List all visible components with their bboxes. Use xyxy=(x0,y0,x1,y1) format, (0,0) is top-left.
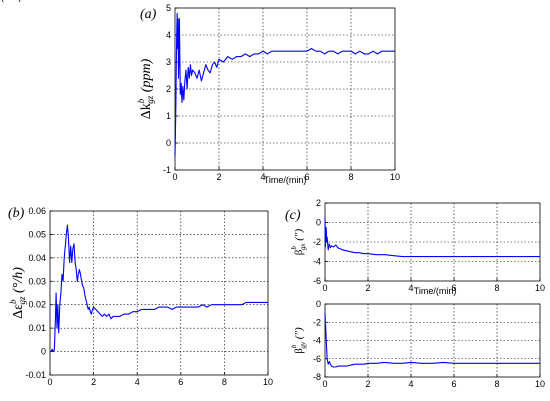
y-tick-label: 4 xyxy=(166,30,171,40)
x-tick-label: 2 xyxy=(91,377,96,387)
y-tick-label: 0.02 xyxy=(28,300,46,310)
y-tick-label: -8 xyxy=(313,372,321,382)
y-tick-label: 2 xyxy=(316,198,321,208)
x-tick-label: 6 xyxy=(451,379,456,389)
y-axis-label-unit: (") xyxy=(293,327,305,342)
y-axis-label: Δkbgz (ppm) xyxy=(136,58,155,119)
y-tick-label: -2 xyxy=(313,237,321,247)
x-axis-label: Time/(min) xyxy=(414,286,457,296)
y-tick-label: 0 xyxy=(166,138,171,148)
y-axis-label-main: β xyxy=(293,249,305,255)
y-axis-label-sup: b xyxy=(290,246,298,250)
y-tick-label: 1 xyxy=(166,111,171,121)
x-tick-label: 6 xyxy=(178,377,183,387)
x-tick-label: 8 xyxy=(222,377,227,387)
x-tick-label: 4 xyxy=(260,172,265,182)
y-axis-label-sub: gy xyxy=(299,341,307,349)
x-tick-label: 4 xyxy=(135,377,140,387)
y-axis-label-main: β xyxy=(293,348,305,354)
y-axis-label-sub: gz xyxy=(17,296,27,305)
chart-b: 0 2 4 6 8 10-0.0100.010.020.030.040.050.06(b)… xyxy=(8,206,273,387)
y-tick-label: -4 xyxy=(313,257,321,267)
y-axis-label-sup: b xyxy=(8,299,18,304)
y-tick-label: 0.05 xyxy=(28,229,46,239)
y-axis-label-unit: (") xyxy=(293,228,305,243)
x-tick-label: 2 xyxy=(365,379,370,389)
y-axis-label: βbgx (") xyxy=(290,228,307,255)
x-tick-label: 2 xyxy=(216,172,221,182)
x-tick-label: 8 xyxy=(348,172,353,182)
x-tick-label: 6 xyxy=(304,172,309,182)
panel-label: (a) xyxy=(140,7,157,22)
y-tick-label: 2 xyxy=(166,84,171,94)
x-tick-label: 0 xyxy=(172,172,177,182)
y-tick-label: 0.03 xyxy=(28,276,46,286)
x-tick-label: 6 xyxy=(451,283,456,293)
x-axis-label: Time/(min) xyxy=(264,175,307,185)
x-tick-label: 10 xyxy=(390,172,400,182)
x-tick-label: 10 xyxy=(263,377,273,387)
x-tick-label: 0 xyxy=(322,283,327,293)
x-tick-label: 8 xyxy=(494,379,499,389)
y-axis-label-sub: gx xyxy=(299,243,307,251)
y-axis-label: βbgy (") xyxy=(290,327,307,354)
y-tick-label: 0.04 xyxy=(28,253,46,263)
y-tick-label: 5 xyxy=(166,3,171,13)
y-axis-label-unit: (ppm) xyxy=(139,58,154,95)
y-tick-label: -6 xyxy=(313,276,321,286)
y-axis-label-sup: b xyxy=(290,344,298,348)
series-line xyxy=(174,12,395,157)
x-tick-label: 8 xyxy=(494,283,499,293)
x-tick-label: 4 xyxy=(408,379,413,389)
chart-c-top: 0 2 4 6 8 10 -6 -4 -2 0 2 Time/(min) (c) βbgx (") xyxy=(285,198,545,296)
y-axis-label-sub: gz xyxy=(145,95,155,104)
x-tick-label: 0 xyxy=(47,377,52,387)
y-tick-label: 0.06 xyxy=(28,206,46,216)
y-tick-label: 3 xyxy=(166,57,171,67)
series-line xyxy=(50,224,268,353)
y-axis-label-main: Δk xyxy=(139,103,154,119)
y-axis-label-unit: (°/h) xyxy=(11,267,26,297)
series-line xyxy=(324,313,540,368)
y-tick-label: -6 xyxy=(313,354,321,364)
panel-label: (b) xyxy=(8,206,25,221)
y-tick-label: -1 xyxy=(163,165,171,175)
y-axis-label: Δεbgz (°/h) xyxy=(8,267,27,319)
x-tick-label: 10 xyxy=(535,379,545,389)
x-axis-label: Time/(min) xyxy=(0,0,21,2)
x-tick-label: 0 xyxy=(322,379,327,389)
panel-label: (c) xyxy=(285,208,301,223)
y-axis-label-main: Δε xyxy=(11,304,26,319)
x-tick-label: 2 xyxy=(365,283,370,293)
y-tick-label: -0.01 xyxy=(25,370,46,380)
y-tick-label: 0 xyxy=(316,218,321,228)
y-tick-label: 0 xyxy=(316,299,321,309)
x-tick-label: 4 xyxy=(408,283,413,293)
x-tick-label: 10 xyxy=(535,283,545,293)
y-tick-label: 0 xyxy=(41,347,46,357)
y-tick-label: -2 xyxy=(313,317,321,327)
y-tick-label: -4 xyxy=(313,336,321,346)
y-tick-label: 0.01 xyxy=(28,323,46,333)
plot-frame xyxy=(49,210,269,376)
y-axis-label-sup: b xyxy=(136,98,146,103)
series-line xyxy=(324,217,540,258)
